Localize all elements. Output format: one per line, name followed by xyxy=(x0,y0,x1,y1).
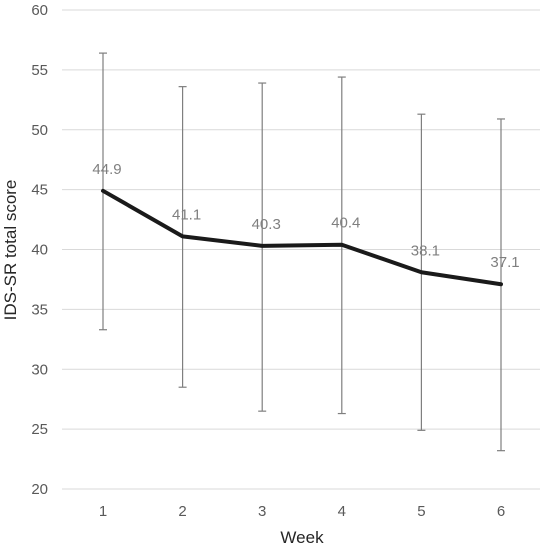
data-label: 37.1 xyxy=(490,254,519,271)
x-axis-ticks: 1 2 3 4 5 6 xyxy=(99,503,505,520)
x-tick-label: 4 xyxy=(338,503,346,520)
y-tick-label: 55 xyxy=(31,62,48,79)
y-tick-label: 50 xyxy=(31,122,48,139)
x-axis-title: Week xyxy=(280,528,324,547)
x-tick-label: 1 xyxy=(99,503,107,520)
data-labels: 44.9 41.1 40.3 40.4 38.1 37.1 xyxy=(92,161,519,271)
y-axis-title: IDS-SR total score xyxy=(1,180,20,321)
gridlines xyxy=(62,9,540,490)
data-label: 44.9 xyxy=(92,161,121,178)
y-tick-label: 45 xyxy=(31,182,48,199)
x-tick-label: 3 xyxy=(258,503,266,520)
y-tick-label: 35 xyxy=(31,301,48,318)
y-tick-label: 40 xyxy=(31,242,48,259)
y-axis-ticks: 20 25 30 35 40 45 50 55 60 xyxy=(31,2,48,498)
data-label: 40.4 xyxy=(331,215,360,232)
y-tick-label: 30 xyxy=(31,361,48,378)
series-line xyxy=(101,188,503,287)
x-tick-label: 2 xyxy=(178,503,186,520)
error-bars xyxy=(99,52,505,452)
x-tick-label: 6 xyxy=(497,503,505,520)
data-label: 41.1 xyxy=(172,206,201,223)
data-label: 40.3 xyxy=(252,216,281,233)
y-tick-label: 60 xyxy=(31,2,48,19)
y-tick-label: 25 xyxy=(31,421,48,438)
data-label: 38.1 xyxy=(411,242,440,259)
y-tick-label: 20 xyxy=(31,481,48,498)
x-tick-label: 5 xyxy=(417,503,425,520)
